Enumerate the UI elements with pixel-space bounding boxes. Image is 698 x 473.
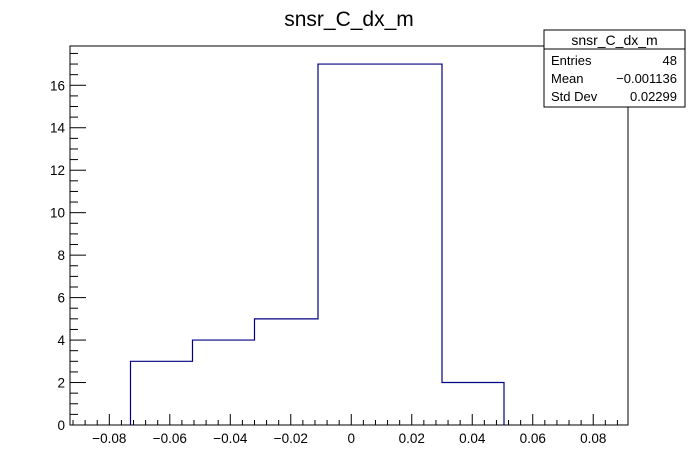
plot-axes: −0.08 −0.06 −0.04 −0.02 0 0.02 0.04 0.06 0.08 0 2 4… xyxy=(50,45,629,446)
y-tick-label: 14 xyxy=(50,121,66,136)
y-tick-label: 6 xyxy=(57,291,65,306)
stats-stddev-value: 0.02299 xyxy=(630,89,677,104)
stats-box-title: snsr_C_dx_m xyxy=(571,32,657,48)
histogram-bin xyxy=(130,361,192,425)
x-tick-label: −0.02 xyxy=(274,431,308,446)
histogram-bin xyxy=(192,340,254,425)
histogram-bars xyxy=(129,63,505,425)
chart-title: snsr_C_dx_m xyxy=(284,8,414,31)
x-tick-label: −0.06 xyxy=(153,431,187,446)
x-tick-label: −0.08 xyxy=(92,431,126,446)
histogram-bin xyxy=(254,319,318,425)
histogram-bin xyxy=(442,383,504,425)
x-tick-label: 0 xyxy=(348,431,356,446)
stats-box: snsr_C_dx_m Entries 48 Mean −0.001136 St… xyxy=(543,29,686,108)
plot-frame xyxy=(69,45,629,426)
x-tick-label: 0.08 xyxy=(580,431,606,446)
stats-stddev-label: Std Dev xyxy=(551,89,598,104)
y-tick-label: 8 xyxy=(57,248,65,263)
y-tick-label: 10 xyxy=(50,206,65,221)
stats-mean-value: −0.001136 xyxy=(616,71,677,86)
stats-mean-label: Mean xyxy=(551,71,584,86)
stats-entries-value: 48 xyxy=(663,53,677,68)
histogram-outline xyxy=(129,63,505,425)
stats-entries-label: Entries xyxy=(551,53,592,68)
y-tick-label: 16 xyxy=(50,78,65,93)
stats-box-frame xyxy=(543,29,686,108)
x-tick-label: −0.04 xyxy=(213,431,248,446)
x-tick-label: 0.04 xyxy=(459,431,486,446)
y-tick-label: 12 xyxy=(50,163,65,178)
x-tick-label: 0.02 xyxy=(399,431,425,446)
histogram-bin xyxy=(318,64,442,425)
x-tick-label: 0.06 xyxy=(520,431,546,446)
y-tick-label: 0 xyxy=(57,418,65,433)
y-tick-label: 2 xyxy=(57,376,65,391)
y-tick-label: 4 xyxy=(57,333,65,348)
